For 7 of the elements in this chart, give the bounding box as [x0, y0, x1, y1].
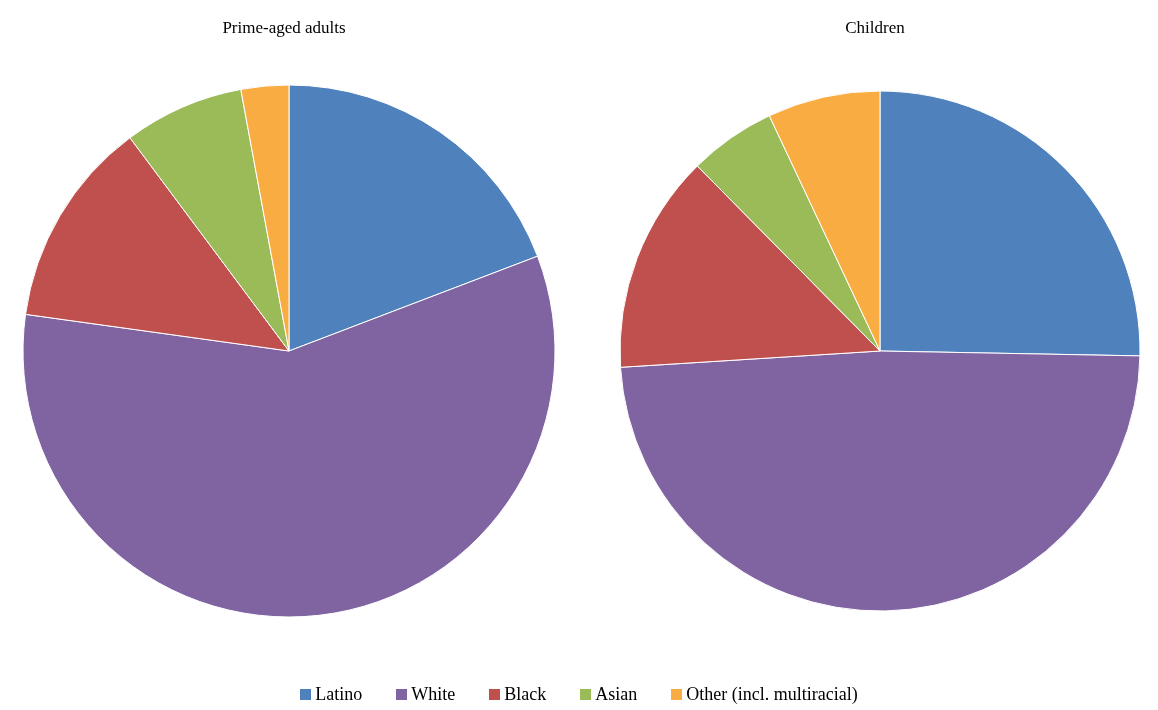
- chart-title: Children: [844, 18, 906, 38]
- legend-label: Asian: [595, 684, 638, 705]
- legend-label: Black: [504, 684, 547, 705]
- legend-label: Other (incl. multiracial): [686, 684, 858, 705]
- legend-label: White: [411, 684, 456, 705]
- legend-label: Latino: [315, 684, 363, 705]
- chart-title: Prime-aged adults: [221, 18, 347, 38]
